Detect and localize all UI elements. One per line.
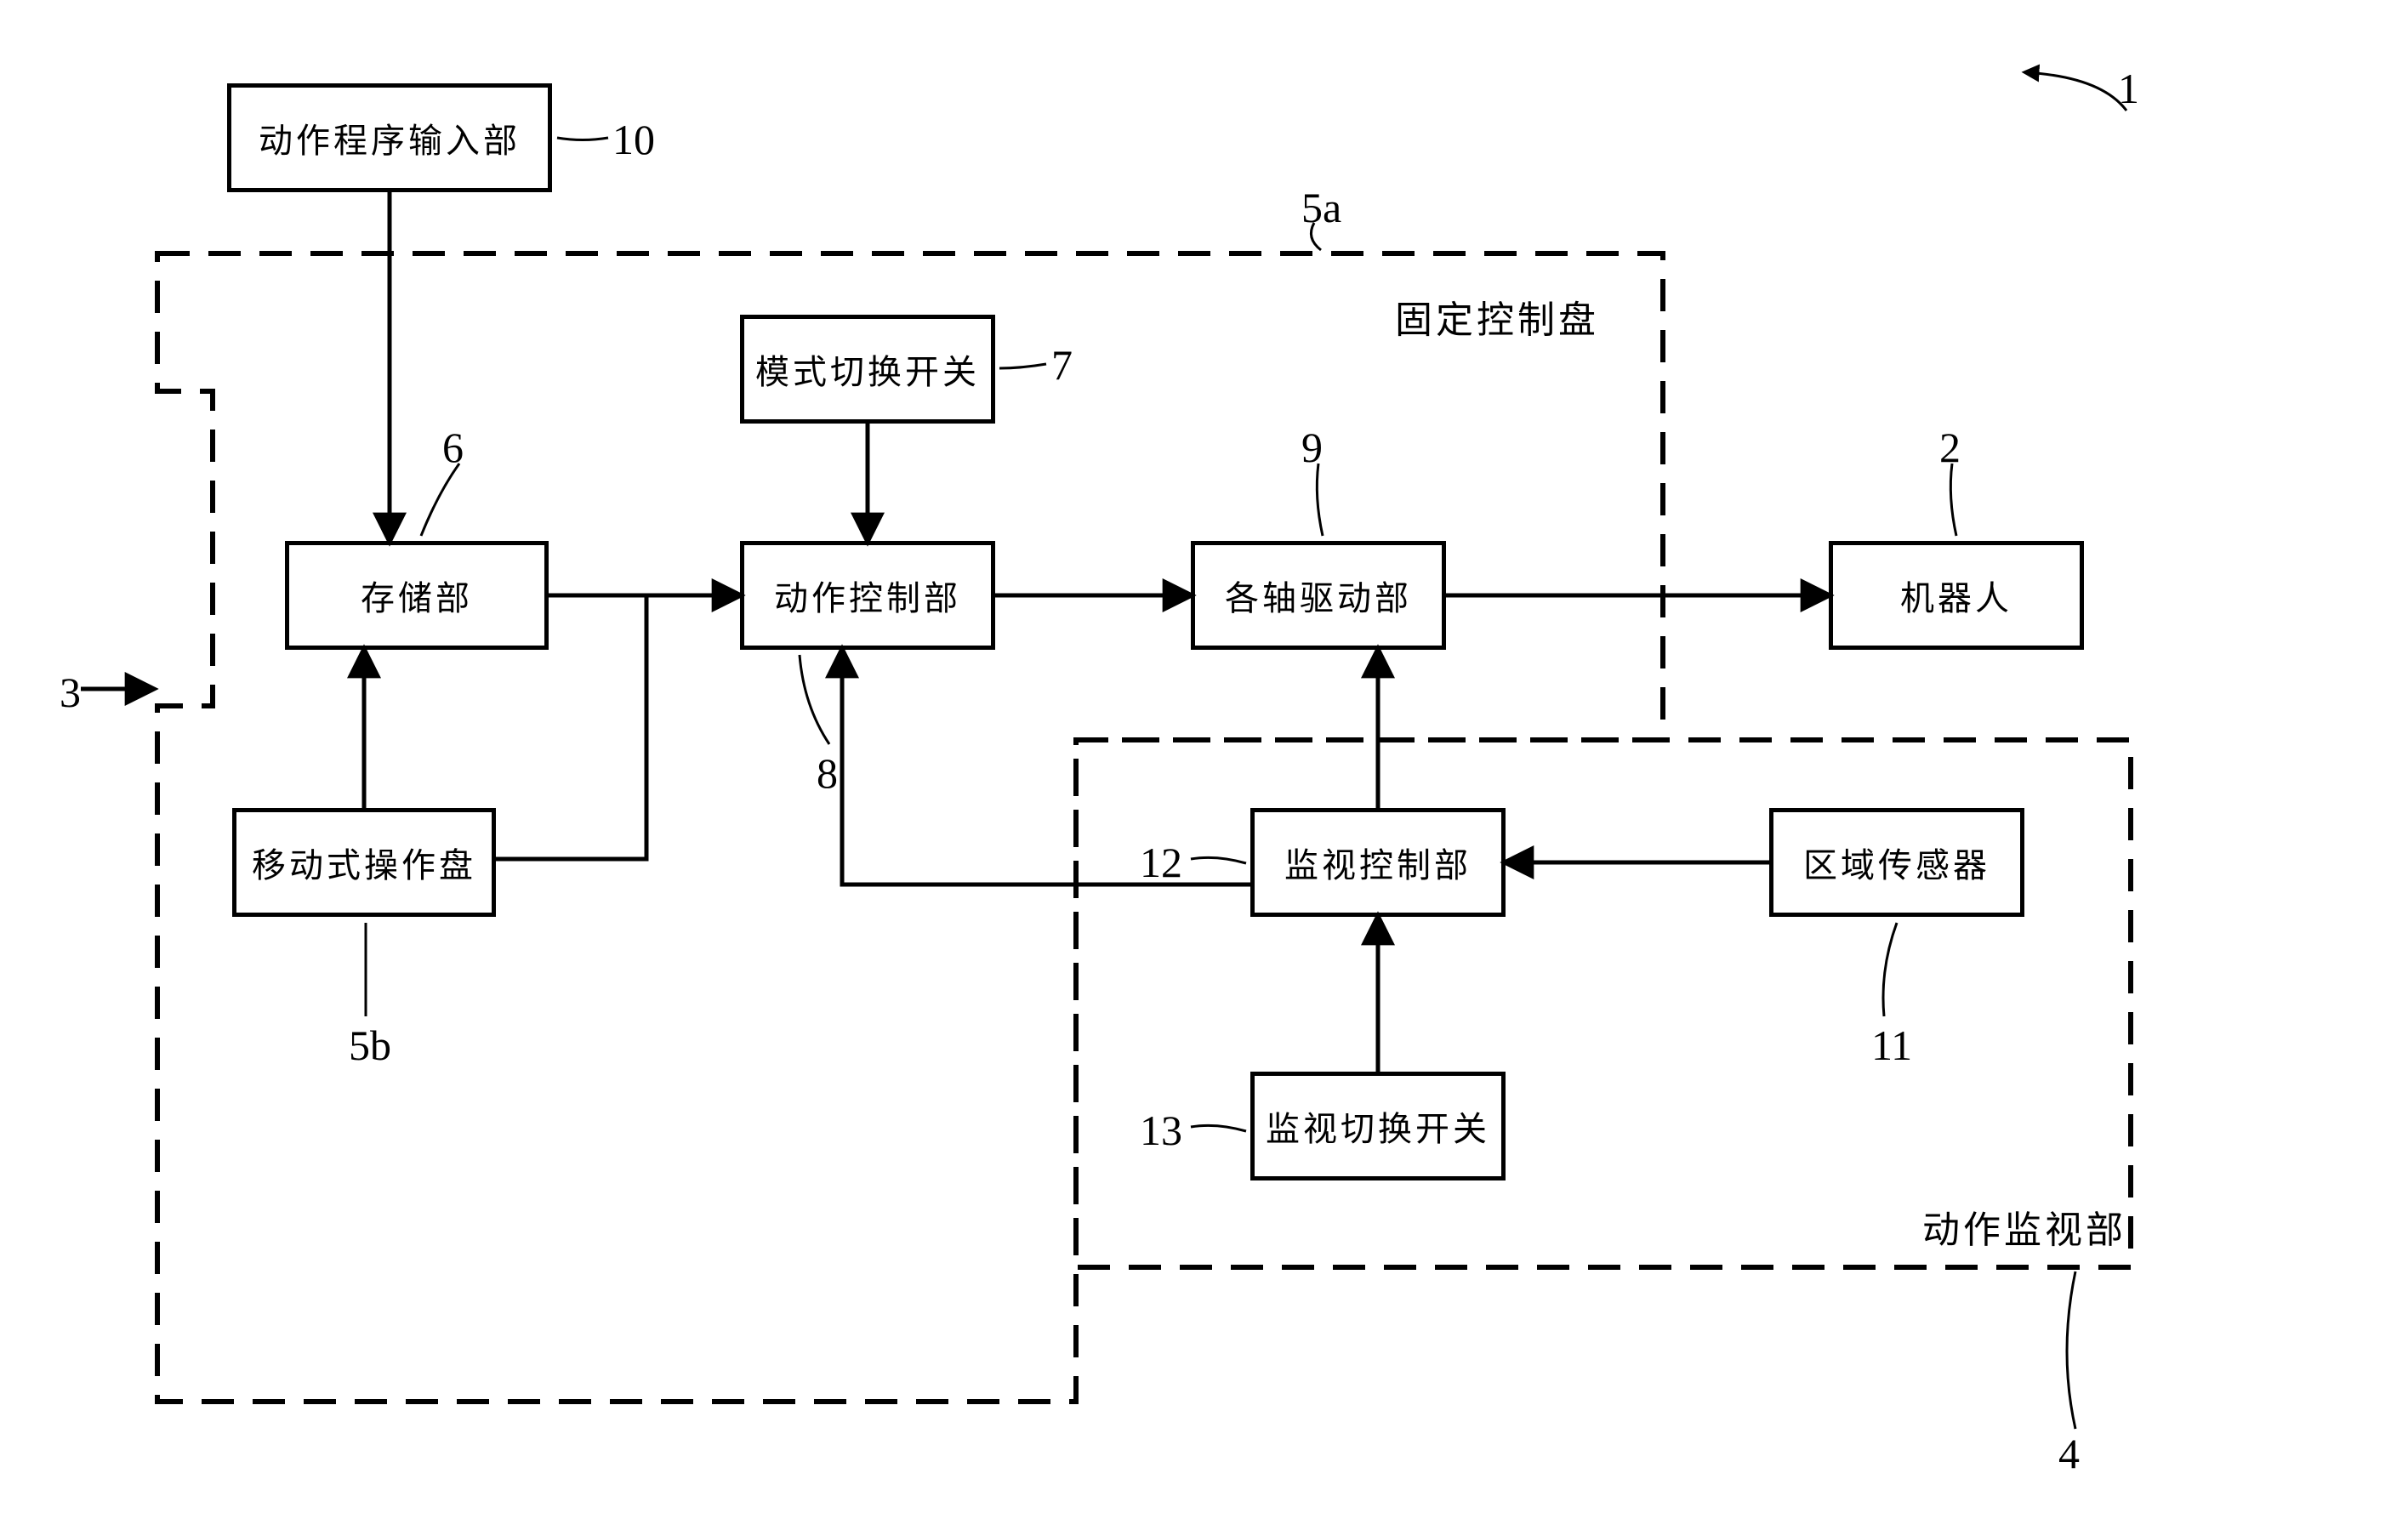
ref-13: 13 [1140,1106,1182,1155]
ref-11: 11 [1871,1021,1912,1070]
ref-5a: 5a [1301,183,1341,232]
ref-1: 1 [2118,64,2139,113]
ref-4: 4 [2058,1429,2080,1478]
diagram-canvas: 固定控制盘 动作监视部 动作程序输入部 存储部 模式切换开关 动作控制部 移动式… [0,0,2408,1536]
ref-9: 9 [1301,423,1323,472]
ref-12: 12 [1140,838,1182,887]
ref-7: 7 [1051,340,1073,390]
arrows-layer [0,0,2408,1536]
ref-10: 10 [612,115,655,164]
ref-5b: 5b [349,1021,391,1070]
ref-2: 2 [1939,423,1961,472]
ref-8: 8 [817,748,838,798]
ref-3: 3 [60,668,81,717]
ref-6: 6 [442,423,464,472]
